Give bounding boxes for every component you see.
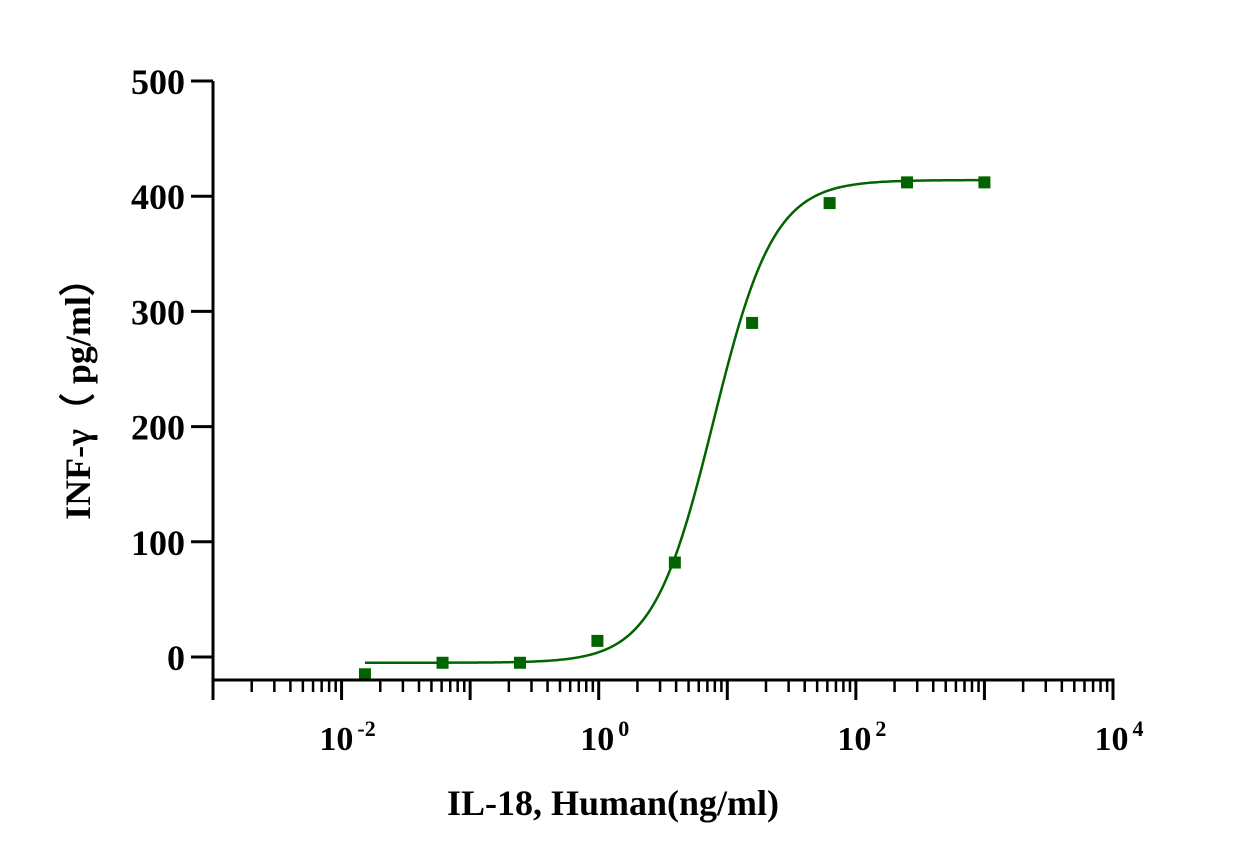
fit-curve-line: [364, 178, 985, 665]
data-point: [823, 197, 836, 210]
x-tick-label: 10 2: [837, 716, 886, 758]
data-point: [436, 656, 449, 669]
data-point: [358, 668, 371, 681]
fit-curve-layer: [364, 178, 985, 665]
y-tick-label: 0: [167, 638, 185, 678]
x-tick-base: 10: [1095, 721, 1129, 758]
y-tick-label: 500: [131, 62, 185, 102]
y-tick-label: 300: [131, 292, 185, 332]
x-tick-exponent: 4: [1133, 716, 1144, 741]
data-point: [513, 656, 526, 669]
x-tick-base: 10: [837, 721, 871, 758]
y-tick-label: 200: [131, 408, 185, 448]
x-tick-exponent: 2: [875, 716, 886, 741]
data-points-layer: [358, 176, 991, 681]
data-point: [591, 634, 604, 647]
x-tick-label: 10 0: [580, 716, 629, 758]
x-tick-label: 10 -2: [319, 716, 375, 758]
x-tick-base: 10: [319, 721, 353, 758]
data-point: [901, 176, 914, 189]
x-tick-exponent: 0: [618, 716, 629, 741]
x-tick-label: 10 4: [1095, 716, 1144, 758]
data-point: [978, 176, 991, 189]
axes-layer: [191, 79, 1115, 700]
data-point: [746, 316, 759, 329]
x-tick-base: 10: [580, 721, 614, 758]
y-tick-label: 400: [131, 177, 185, 217]
data-point: [668, 556, 681, 569]
x-tick-exponent: -2: [357, 716, 375, 741]
x-axis-title: IL-18, Human(ng/ml): [447, 783, 779, 823]
y-axis-title: INF-γ（ pg/ml）: [58, 260, 98, 520]
y-tick-label: 100: [131, 523, 185, 563]
